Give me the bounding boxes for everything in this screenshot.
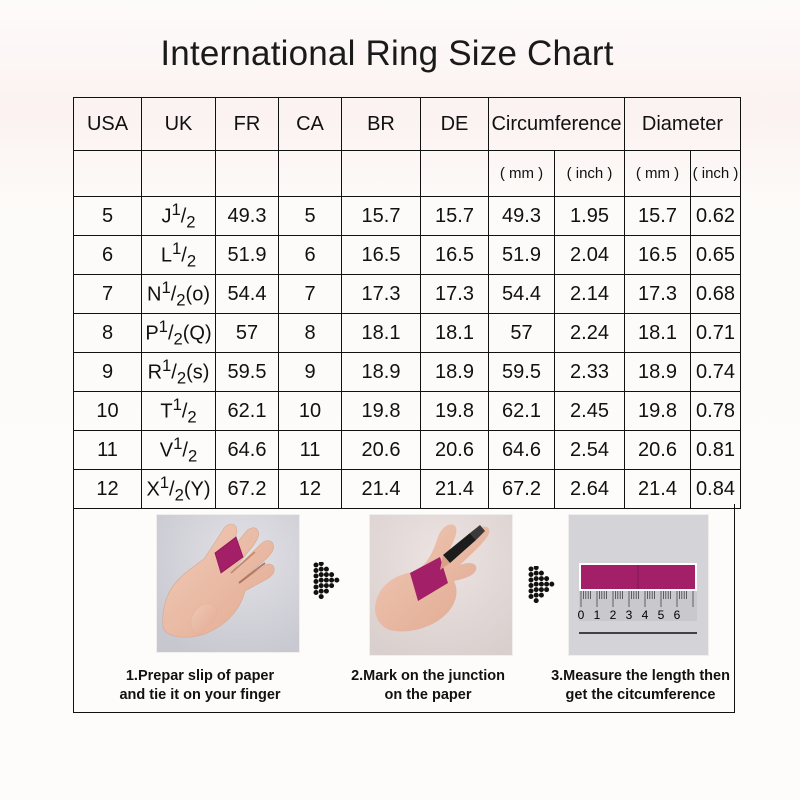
svg-text:1: 1 [594, 608, 601, 622]
svg-text:4: 4 [642, 608, 649, 622]
svg-text:2: 2 [610, 608, 617, 622]
svg-text:0: 0 [578, 608, 585, 622]
svg-text:6: 6 [674, 608, 681, 622]
svg-text:3: 3 [626, 608, 633, 622]
svg-text:5: 5 [658, 608, 665, 622]
